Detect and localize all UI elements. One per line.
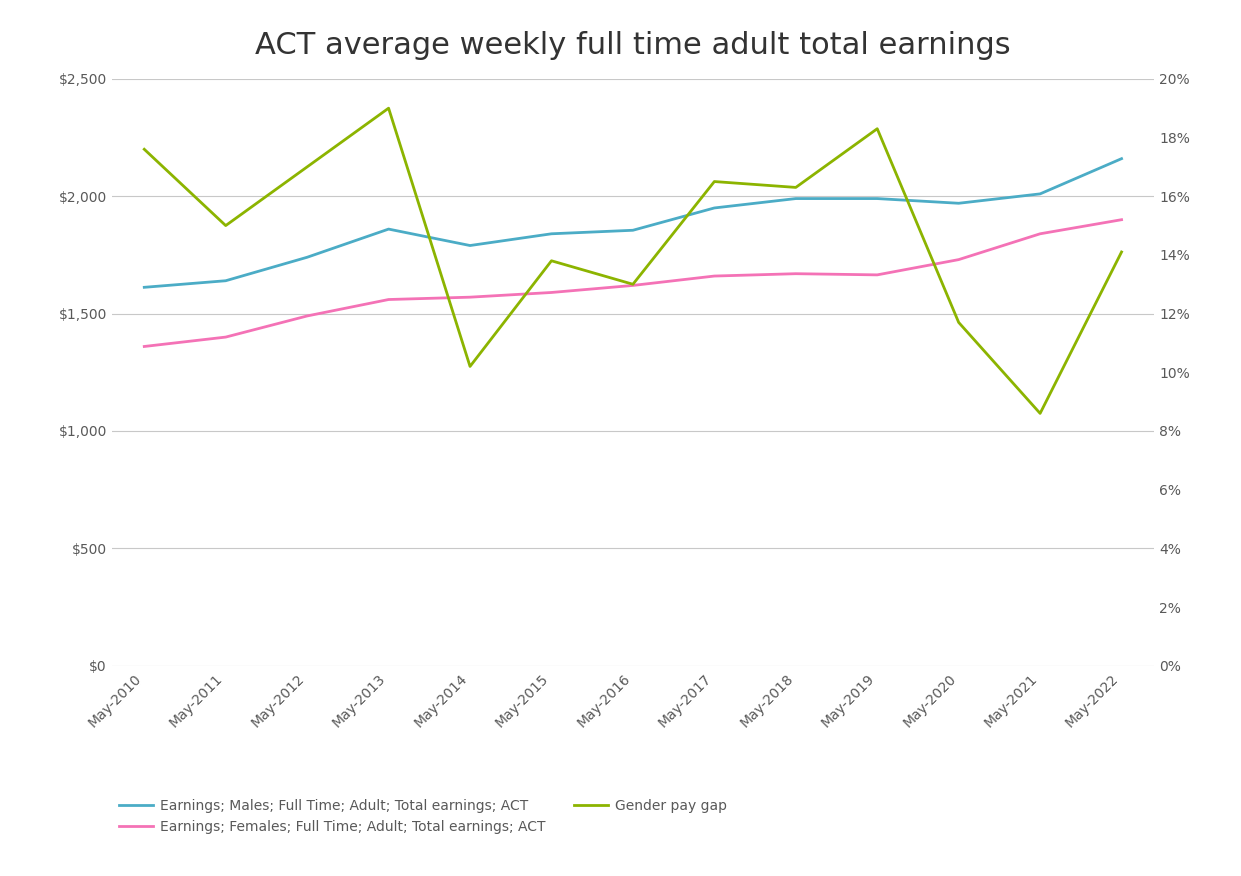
Gender pay gap [218, 220, 233, 230]
Earnings; Males; Full Time; Adult; Total earnings; ACT [952, 198, 967, 208]
Earnings; Males; Full Time; Adult; Total earnings; ACT [218, 275, 233, 286]
Line: Earnings; Males; Full Time; Adult; Total earnings; ACT: Earnings; Males; Full Time; Adult; Total… [144, 159, 1122, 287]
Gender pay gap [463, 361, 478, 371]
Legend: Earnings; Males; Full Time; Adult; Total earnings; ACT, Earnings; Females; Full : Earnings; Males; Full Time; Adult; Total… [119, 799, 727, 834]
Earnings; Females; Full Time; Adult; Total earnings; ACT [952, 254, 967, 265]
Title: ACT average weekly full time adult total earnings: ACT average weekly full time adult total… [256, 31, 1010, 60]
Earnings; Females; Full Time; Adult; Total earnings; ACT [1033, 229, 1047, 239]
Earnings; Males; Full Time; Adult; Total earnings; ACT [788, 194, 803, 204]
Gender pay gap [137, 144, 151, 154]
Gender pay gap [1114, 247, 1129, 258]
Earnings; Males; Full Time; Adult; Total earnings; ACT [1114, 153, 1129, 164]
Earnings; Females; Full Time; Adult; Total earnings; ACT [218, 332, 233, 343]
Gender pay gap [625, 279, 640, 289]
Earnings; Females; Full Time; Adult; Total earnings; ACT [300, 311, 315, 321]
Gender pay gap [707, 176, 722, 187]
Earnings; Females; Full Time; Adult; Total earnings; ACT [381, 294, 396, 305]
Earnings; Males; Full Time; Adult; Total earnings; ACT [137, 282, 151, 293]
Earnings; Males; Full Time; Adult; Total earnings; ACT [707, 202, 722, 213]
Earnings; Males; Full Time; Adult; Total earnings; ACT [300, 252, 315, 263]
Earnings; Females; Full Time; Adult; Total earnings; ACT [1114, 215, 1129, 225]
Earnings; Males; Full Time; Adult; Total earnings; ACT [544, 229, 558, 239]
Line: Earnings; Females; Full Time; Adult; Total earnings; ACT: Earnings; Females; Full Time; Adult; Tot… [144, 220, 1122, 347]
Earnings; Males; Full Time; Adult; Total earnings; ACT [381, 224, 396, 235]
Earnings; Males; Full Time; Adult; Total earnings; ACT [463, 240, 478, 251]
Gender pay gap [381, 102, 396, 113]
Earnings; Males; Full Time; Adult; Total earnings; ACT [625, 225, 640, 236]
Gender pay gap [1033, 408, 1047, 419]
Earnings; Females; Full Time; Adult; Total earnings; ACT [137, 342, 151, 352]
Earnings; Males; Full Time; Adult; Total earnings; ACT [1033, 188, 1047, 199]
Gender pay gap [870, 124, 885, 134]
Gender pay gap [952, 317, 967, 328]
Gender pay gap [300, 161, 315, 172]
Earnings; Females; Full Time; Adult; Total earnings; ACT [870, 270, 885, 280]
Earnings; Females; Full Time; Adult; Total earnings; ACT [544, 287, 558, 298]
Line: Gender pay gap: Gender pay gap [144, 108, 1122, 413]
Earnings; Females; Full Time; Adult; Total earnings; ACT [788, 268, 803, 279]
Earnings; Females; Full Time; Adult; Total earnings; ACT [707, 271, 722, 281]
Earnings; Females; Full Time; Adult; Total earnings; ACT [463, 292, 478, 302]
Gender pay gap [544, 256, 558, 266]
Earnings; Males; Full Time; Adult; Total earnings; ACT [870, 194, 885, 204]
Gender pay gap [788, 182, 803, 193]
Earnings; Females; Full Time; Adult; Total earnings; ACT [625, 280, 640, 291]
